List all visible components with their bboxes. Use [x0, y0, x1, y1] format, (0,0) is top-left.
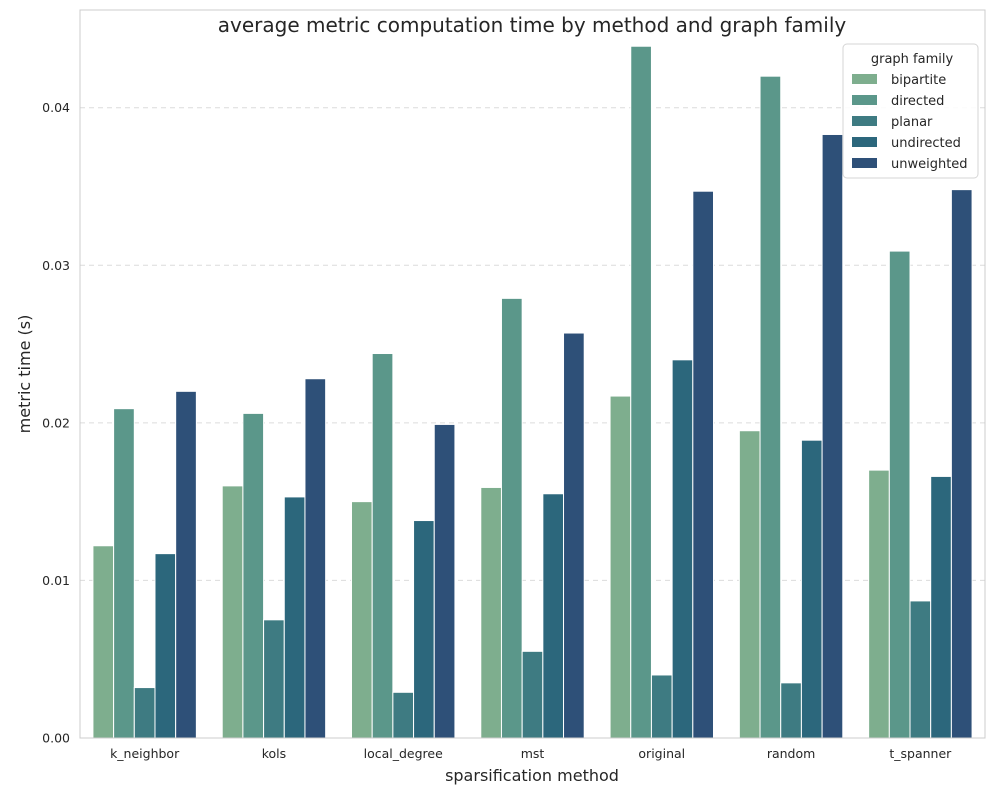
y-tick-label: 0.04 — [42, 100, 70, 115]
bar-directed-kols — [242, 412, 265, 739]
bar-undirected-t_spanner — [930, 475, 952, 739]
bar-unweighted-kols — [304, 378, 327, 739]
x-tick-label: local_degree — [364, 746, 443, 761]
y-tick-label: 0.02 — [42, 415, 70, 430]
bar-bipartite-random — [738, 430, 761, 739]
y-axis-ticks: 0.00 0.01 0.02 0.03 0.04 — [42, 100, 70, 745]
bar-planar-mst — [521, 650, 544, 739]
legend-label-planar: planar — [891, 115, 933, 130]
legend-label-bipartite: bipartite — [891, 73, 946, 88]
bar-directed-random — [759, 75, 782, 739]
legend-label-unweighted: unweighted — [891, 157, 968, 172]
bar-unweighted-k_neighbor — [175, 390, 197, 739]
bar-unweighted-mst — [563, 332, 585, 739]
y-tick-label: 0.01 — [42, 573, 70, 588]
x-axis-label: sparsification method — [445, 766, 619, 785]
x-axis-ticks: k_neighbor kols local_degree mst original ran… — [110, 746, 952, 761]
bar-undirected-local_degree — [413, 520, 435, 739]
y-axis-label: metric time (s) — [15, 315, 34, 434]
y-tick-label: 0.00 — [42, 731, 70, 746]
bar-directed-original — [630, 45, 652, 739]
bar-undirected-original — [671, 359, 694, 739]
bar-directed-local_degree — [371, 353, 394, 739]
bar-planar-original — [650, 674, 673, 739]
x-tick-label: kols — [262, 746, 286, 761]
bar-bipartite-k_neighbor — [92, 545, 115, 739]
bar-planar-t_spanner — [909, 600, 932, 739]
x-tick-label: t_spanner — [889, 746, 952, 761]
bar-undirected-random — [800, 439, 823, 739]
legend-label-directed: directed — [891, 94, 944, 109]
bar-undirected-k_neighbor — [154, 553, 177, 739]
bar-bipartite-kols — [221, 485, 244, 739]
bar-directed-mst — [500, 297, 523, 739]
bar-bipartite-original — [609, 395, 632, 739]
bar-bipartite-local_degree — [351, 501, 373, 739]
legend-swatch-planar — [852, 116, 877, 126]
y-tick-label: 0.03 — [42, 258, 70, 273]
legend-swatch-bipartite — [852, 74, 877, 84]
x-tick-label: original — [638, 746, 685, 761]
legend-label-undirected: undirected — [891, 136, 961, 151]
bar-planar-kols — [263, 619, 285, 739]
bar-unweighted-random — [821, 133, 844, 739]
legend-swatch-unweighted — [852, 158, 877, 168]
bar-planar-random — [780, 682, 802, 739]
bar-unweighted-local_degree — [433, 423, 456, 739]
bar-undirected-mst — [542, 493, 565, 739]
chart-title: average metric computation time by metho… — [218, 13, 847, 37]
x-tick-label: k_neighbor — [110, 746, 180, 761]
plot-frame — [79, 9, 986, 739]
x-tick-label: mst — [521, 746, 545, 761]
x-tick-label: random — [767, 746, 815, 761]
gridlines — [80, 107, 985, 581]
bar-unweighted-t_spanner — [950, 189, 973, 739]
legend-swatch-undirected — [852, 137, 877, 147]
bar-directed-t_spanner — [888, 250, 911, 739]
bar-bipartite-t_spanner — [868, 469, 890, 739]
bars — [92, 45, 973, 739]
bar-planar-local_degree — [392, 691, 415, 739]
legend-title: graph family — [871, 52, 954, 67]
legend: graph family bipartite directed planar undi… — [842, 43, 979, 179]
bar-bipartite-mst — [480, 486, 502, 739]
bar-undirected-kols — [283, 496, 306, 739]
bar-planar-k_neighbor — [133, 687, 156, 739]
legend-swatch-directed — [852, 95, 877, 105]
bar-directed-k_neighbor — [113, 408, 135, 739]
bar-unweighted-original — [692, 190, 714, 739]
